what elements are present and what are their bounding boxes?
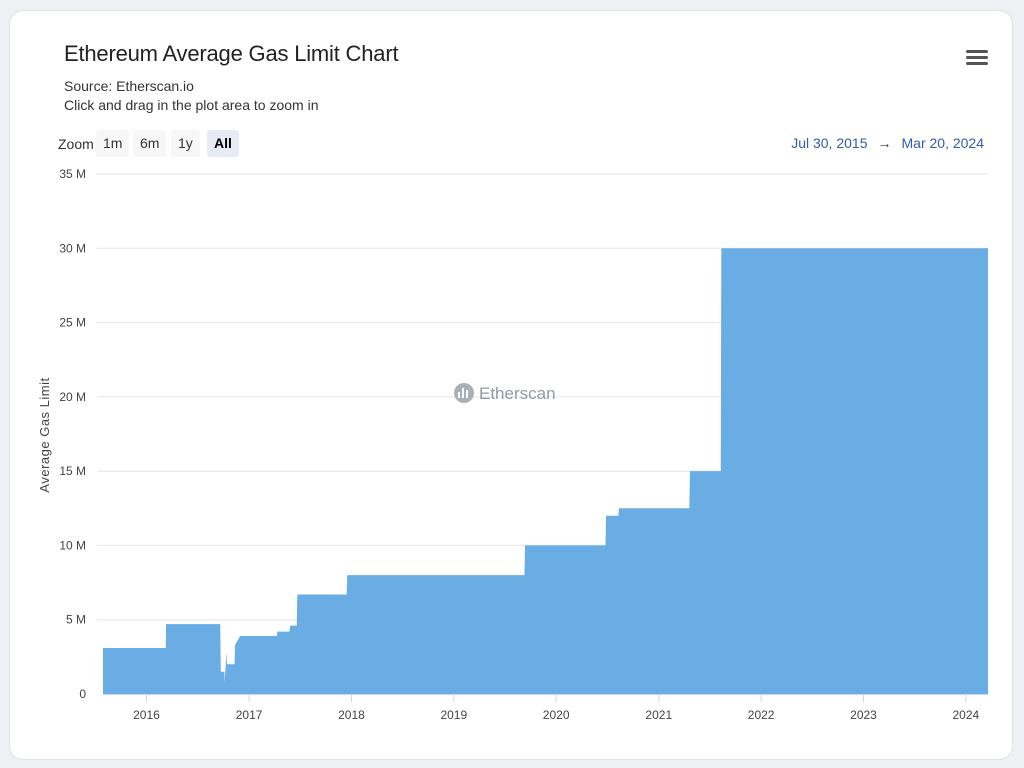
zoom-all-button[interactable]: All (207, 130, 239, 157)
x-tick-label: 2016 (133, 708, 160, 722)
watermark: Etherscan (454, 383, 556, 403)
y-tick-label: 30 M (59, 241, 86, 255)
series-area-group (103, 248, 988, 695)
y-tick-label: 20 M (59, 390, 86, 404)
zoom-label: Zoom (58, 136, 94, 152)
x-tick-label: 2020 (543, 708, 570, 722)
y-tick-label: 0 (79, 687, 86, 701)
chart-subtitle: Source: Etherscan.io Click and drag in t… (64, 77, 318, 115)
chart-title: Ethereum Average Gas Limit Chart (64, 41, 399, 66)
axes: 0 5 M 10 M 15 M 20 M 25 M 30 M 35 M 2016 2017 2018… (59, 167, 988, 722)
x-tick-label: 2021 (645, 708, 672, 722)
range-from-date[interactable]: Jul 30, 2015 (791, 135, 868, 151)
watermark-text: Etherscan (479, 384, 556, 403)
etherscan-logo-bars (458, 388, 468, 398)
zoom-hint-text: Click and drag in the plot area to zoom … (64, 97, 319, 113)
range-to-date[interactable]: Mar 20, 2024 (901, 135, 985, 151)
x-tick-label: 2022 (748, 708, 775, 722)
date-range: Jul 30, 2015 → Mar 20, 2024 (791, 135, 984, 151)
source-text: Source: Etherscan.io (64, 78, 194, 94)
y-axis-label: Average Gas Limit (37, 377, 52, 492)
zoom-1y-button[interactable]: 1y (171, 130, 200, 157)
x-tick-label: 2019 (440, 708, 467, 722)
y-tick-label: 25 M (59, 316, 86, 330)
y-tick-label: 5 M (66, 613, 86, 627)
y-tick-label: 35 M (59, 167, 86, 181)
zoom-6m-button[interactable]: 6m (133, 130, 167, 157)
series-area[interactable] (103, 248, 988, 695)
x-tick-label: 2023 (850, 708, 877, 722)
y-tick-label: 15 M (59, 464, 86, 478)
y-tick-label: 10 M (59, 538, 86, 552)
x-tick-label: 2024 (952, 708, 979, 722)
x-tick-label: 2018 (338, 708, 365, 722)
x-tick-label: 2017 (236, 708, 263, 722)
range-arrow-icon: → (877, 135, 892, 151)
hamburger-menu-icon[interactable] (966, 50, 988, 70)
zoom-1m-button[interactable]: 1m (96, 130, 130, 157)
